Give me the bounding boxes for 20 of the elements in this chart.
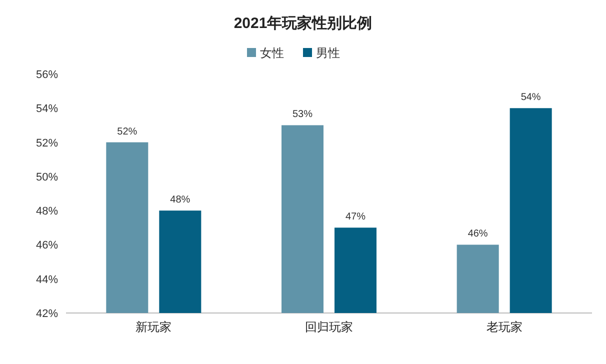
y-tick-label: 42%	[36, 308, 58, 320]
legend-label: 女性	[260, 46, 284, 60]
data-label: 54%	[520, 92, 541, 104]
y-tick-label: 54%	[36, 103, 58, 116]
x-tick-label: 回归玩家	[305, 320, 353, 334]
chart-title: 2021年玩家性别比例	[234, 14, 372, 32]
data-label: 53%	[292, 109, 313, 120]
x-tick-label: 新玩家	[136, 320, 172, 334]
data-label: 46%	[468, 228, 488, 240]
legend-label: 男性	[316, 46, 340, 60]
data-label: 52%	[117, 126, 138, 138]
y-tick-label: 44%	[36, 274, 58, 286]
y-tick-label: 50%	[36, 171, 58, 184]
data-label: 47%	[345, 212, 366, 223]
y-tick-label: 48%	[36, 206, 58, 218]
y-tick-label: 56%	[36, 69, 58, 81]
data-label: 48%	[170, 194, 190, 206]
y-tick-label: 46%	[36, 240, 58, 252]
y-tick-label: 52%	[36, 137, 58, 150]
x-tick-label: 老玩家	[486, 320, 522, 334]
